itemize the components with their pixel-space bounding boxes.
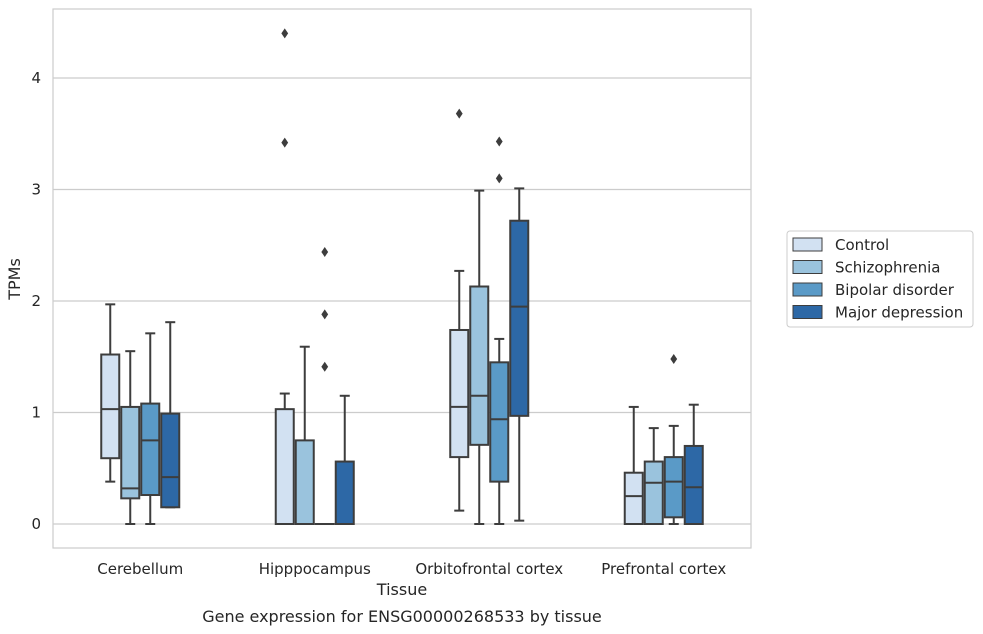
legend-swatch <box>792 237 823 252</box>
legend-label: Major depression <box>835 304 963 322</box>
outlier-point <box>455 108 463 119</box>
box-plot <box>489 136 510 525</box>
box-plot <box>509 187 530 522</box>
box-iqr <box>509 219 530 417</box>
outlier-point <box>321 361 329 372</box>
y-tick-label: 4 <box>31 69 41 87</box>
legend-item: Bipolar disorder <box>792 281 955 299</box>
legend-frame <box>786 230 974 328</box>
legend: Control Schizophrenia Bipolar disorder Majo… <box>786 230 974 328</box>
box-iqr <box>489 361 510 483</box>
box-iqr <box>683 444 704 526</box>
y-tick-label: 2 <box>31 292 41 310</box>
box-plot <box>663 353 684 525</box>
box-iqr <box>100 353 121 460</box>
legend-label: Bipolar disorder <box>835 281 955 299</box>
box-iqr <box>449 328 470 459</box>
box-iqr <box>120 405 141 500</box>
box-layer <box>100 28 704 526</box>
box-plot <box>294 345 315 525</box>
y-tick-label: 3 <box>31 181 41 199</box>
box-plot <box>314 246 335 526</box>
x-tick-label: Cerebellum <box>97 560 183 578</box>
legend-item: Control <box>792 236 889 254</box>
box-plot <box>449 108 470 512</box>
y-axis-label: TPMs <box>5 258 24 301</box>
legend-label: Schizophrenia <box>835 259 940 277</box>
box-iqr <box>334 460 355 525</box>
x-axis-label: Tissue <box>376 580 427 599</box>
outlier-point <box>495 173 503 184</box>
box-iqr <box>294 439 315 525</box>
box-iqr <box>663 456 684 519</box>
y-tick-label: 1 <box>31 404 41 422</box>
box-plot <box>683 403 704 526</box>
outlier-point <box>321 246 329 257</box>
legend-item: Major depression <box>792 304 963 322</box>
outlier-point <box>281 137 289 148</box>
box-plot <box>100 303 121 483</box>
box-plot <box>469 189 490 525</box>
legend-swatch <box>792 282 823 297</box>
box-iqr <box>160 412 181 509</box>
box-plot <box>623 405 644 525</box>
box-plot <box>274 28 295 525</box>
box-iqr <box>643 460 664 525</box>
box-plot <box>643 427 664 525</box>
y-axis-ticks: 0 1 2 3 4 <box>31 69 41 533</box>
box-plot <box>160 321 181 509</box>
outlier-point <box>281 28 289 39</box>
legend-swatch <box>792 305 823 319</box>
box-plot <box>334 394 355 525</box>
x-tick-label: Prefrontal cortex <box>601 560 726 578</box>
y-tick-label: 0 <box>31 515 41 533</box>
box-iqr <box>140 402 161 497</box>
box-iqr <box>469 285 490 446</box>
legend-item: Schizophrenia <box>792 259 940 277</box>
figure-caption: Gene expression for ENSG00000268533 by t… <box>202 607 602 626</box>
x-axis-ticks: Cerebellum Hipppocampus Orbitofrontal cort… <box>97 560 726 578</box>
x-tick-label: Orbitofrontal cortex <box>415 560 563 578</box>
plot-area-frame <box>52 8 752 549</box>
box-iqr <box>274 408 295 525</box>
box-iqr <box>623 471 644 525</box>
box-plot <box>120 350 141 525</box>
outlier-point <box>670 353 678 364</box>
x-tick-label: Hipppocampus <box>259 560 371 578</box>
outlier-point <box>495 136 503 147</box>
box-plot <box>140 332 161 525</box>
outlier-point <box>321 309 329 320</box>
legend-swatch <box>792 260 823 274</box>
legend-label: Control <box>835 236 889 254</box>
